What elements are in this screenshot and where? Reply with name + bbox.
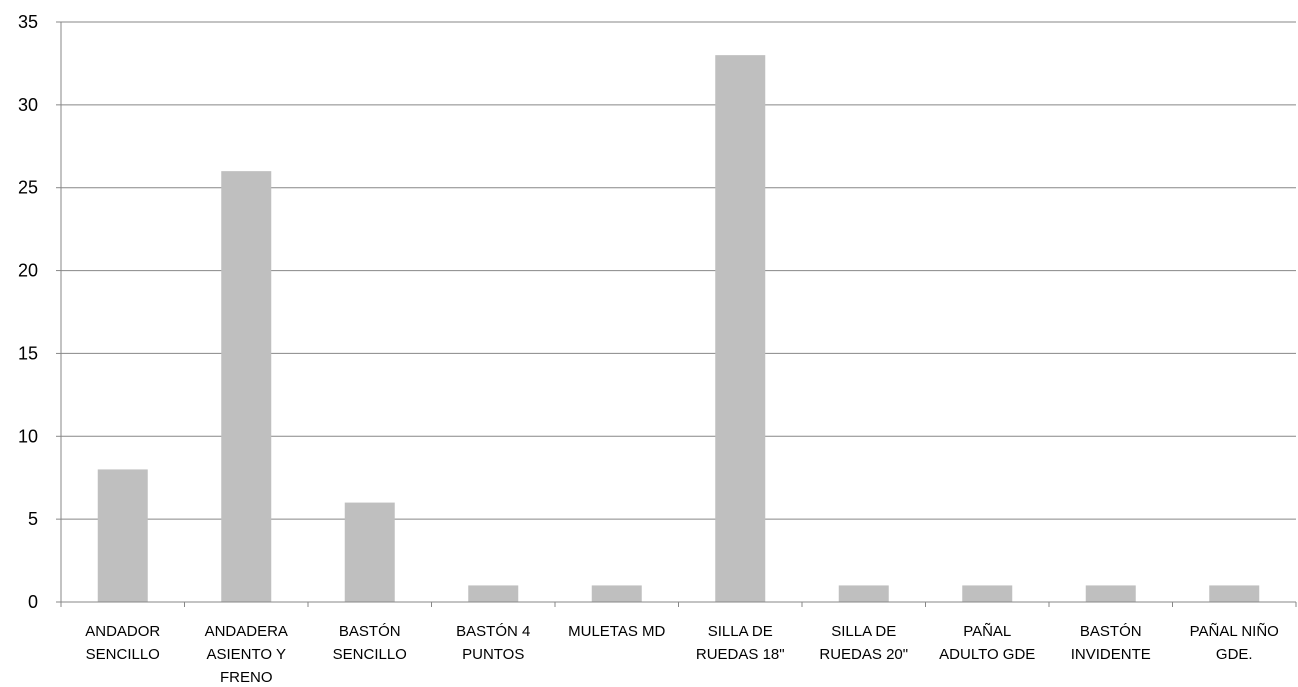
bar xyxy=(715,55,766,602)
x-tick-label-line: SENCILLO xyxy=(333,646,407,663)
x-tick-label: BASTÓN 4 PUNTOS xyxy=(456,623,530,663)
x-tick-label-line: ANDADERA xyxy=(205,623,288,640)
x-tick-label-line: RUEDAS 18" xyxy=(696,646,785,663)
x-tick-label: ANDADOR SENCILLO xyxy=(85,623,160,663)
bar xyxy=(221,171,272,602)
y-tick-label: 20 xyxy=(18,261,38,281)
labels: 0 5 10 15 20 25 30 35 ANDADOR SENCILLO ANDADERA ASI… xyxy=(18,12,1279,686)
x-tick-label: BASTÓN SENCILLO xyxy=(333,623,407,663)
x-tick-label-line: SENCILLO xyxy=(86,646,160,663)
x-tick-label-line: PAÑAL NIÑO xyxy=(1190,623,1279,640)
y-tick-label: 0 xyxy=(28,592,38,612)
bar xyxy=(97,469,148,602)
bars xyxy=(97,55,1260,602)
bar xyxy=(962,585,1013,602)
x-tick-label-line: PUNTOS xyxy=(462,646,524,663)
x-tick-label: ANDADERA ASIENTO Y FRENO xyxy=(205,623,288,686)
x-tick-label-line: BASTÓN xyxy=(1080,623,1142,640)
x-tick-label-line: INVIDENTE xyxy=(1071,646,1151,663)
x-tick-label: PAÑAL ADULTO GDE xyxy=(939,623,1035,663)
x-tick-label: MULETAS MD xyxy=(568,623,665,640)
bar xyxy=(1209,585,1260,602)
x-tick-label-line: PAÑAL xyxy=(963,623,1011,640)
x-tick-label-line: SILLA DE xyxy=(708,623,773,640)
y-tick-label: 5 xyxy=(28,509,38,529)
y-tick-label: 25 xyxy=(18,178,38,198)
x-tick-label-line: BASTÓN 4 xyxy=(456,623,530,640)
x-tick-label-line: FRENO xyxy=(220,669,273,686)
bar xyxy=(1085,585,1136,602)
y-tick-label: 30 xyxy=(18,95,38,115)
x-tick-label-line: BASTÓN xyxy=(339,623,401,640)
x-tick-label: PAÑAL NIÑO GDE. xyxy=(1190,623,1279,663)
y-tick-label: 35 xyxy=(18,12,38,32)
axes xyxy=(56,21,1297,607)
bar xyxy=(838,585,889,602)
x-tick-label: BASTÓN INVIDENTE xyxy=(1071,623,1151,663)
x-tick-label-line: ANDADOR xyxy=(85,623,160,640)
x-tick-label-line: ADULTO GDE xyxy=(939,646,1035,663)
y-tick-label: 15 xyxy=(18,343,38,363)
x-tick-label-line: MULETAS MD xyxy=(568,623,665,640)
y-tick-label: 10 xyxy=(18,426,38,446)
x-tick-label-line: ASIENTO Y xyxy=(207,646,286,663)
x-tick-label: SILLA DE RUEDAS 18" xyxy=(696,623,785,663)
x-tick-label-line: SILLA DE xyxy=(831,623,896,640)
bar xyxy=(468,585,519,602)
bar xyxy=(591,585,642,602)
x-tick-label-line: GDE. xyxy=(1216,646,1253,663)
x-tick-label: SILLA DE RUEDAS 20" xyxy=(819,623,908,663)
x-tick-label-line: RUEDAS 20" xyxy=(819,646,908,663)
bar xyxy=(344,502,395,602)
